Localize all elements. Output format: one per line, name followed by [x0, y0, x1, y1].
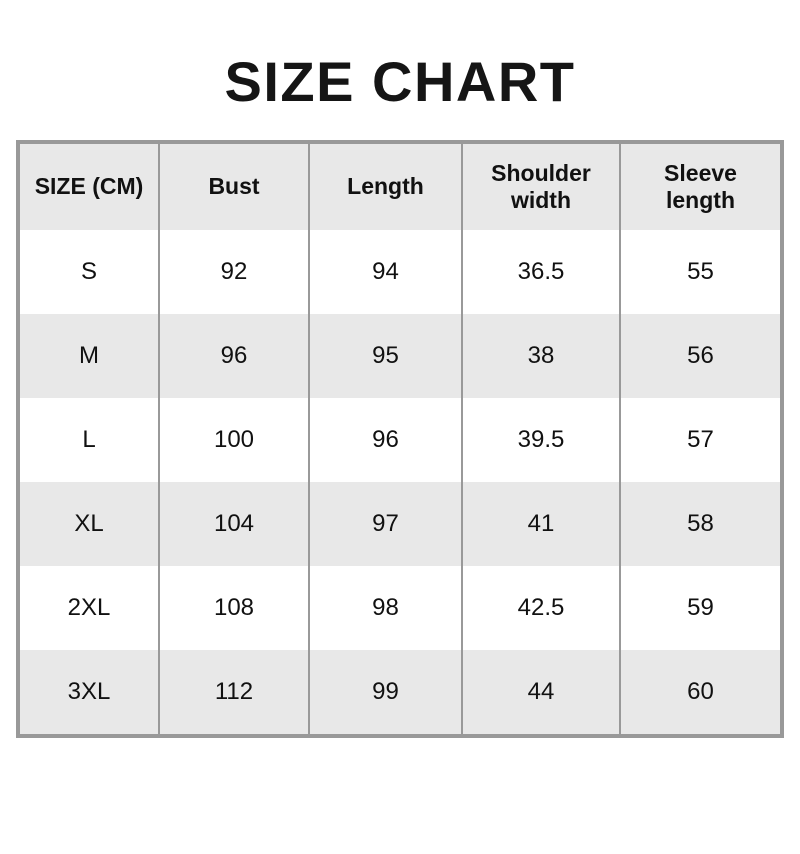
- bust-value: 92: [158, 230, 309, 314]
- table-row-xl: XL 104 97 41 58: [18, 482, 782, 566]
- header-bust: Bust: [158, 142, 309, 230]
- size-label: L: [82, 426, 96, 453]
- sleeve-length-value: 56: [619, 314, 782, 398]
- header-shoulder-width: Shoulder width: [461, 142, 620, 230]
- shoulder-width-value: 38: [461, 314, 620, 398]
- sleeve-length-value: 58: [619, 482, 782, 566]
- size-label: XL: [74, 510, 104, 537]
- shoulder-width-value: 41: [461, 482, 620, 566]
- header-shoulder-width-label: Shoulder width: [491, 159, 591, 213]
- sleeve-length-value: 57: [619, 398, 782, 482]
- sleeve-length-value: 60: [619, 650, 782, 736]
- shoulder-width-value: 36.5: [461, 230, 620, 314]
- shoulder-width-value: 39.5: [461, 398, 620, 482]
- bust-value: 96: [158, 314, 309, 398]
- table-row-2xl: 2XL 108 98 42.5 59: [18, 566, 782, 650]
- length-value: 95: [308, 314, 462, 398]
- table-row-s: S 92 94 36.5 55: [18, 230, 782, 314]
- bust-value: 108: [158, 566, 309, 650]
- length-value: 96: [308, 398, 462, 482]
- sleeve-length-value: 59: [619, 566, 782, 650]
- size-chart-table: SIZE (CM) Bust Length Shoulder width Sle…: [16, 140, 784, 738]
- bust-value: 112: [158, 650, 309, 736]
- length-value: 99: [308, 650, 462, 736]
- header-length: Length: [308, 142, 462, 230]
- sleeve-length-value: 55: [619, 230, 782, 314]
- shoulder-width-value: 44: [461, 650, 620, 736]
- table-row-m: M 96 95 38 56: [18, 314, 782, 398]
- header-sleeve-length-label: Sleeve length: [664, 159, 737, 213]
- bust-value: 104: [158, 482, 309, 566]
- bust-value: 100: [158, 398, 309, 482]
- length-value: 94: [308, 230, 462, 314]
- size-label: 2XL: [67, 594, 111, 621]
- shoulder-width-value: 42.5: [461, 566, 620, 650]
- size-label: 3XL: [67, 678, 111, 705]
- length-value: 98: [308, 566, 462, 650]
- header-size: SIZE (CM): [18, 142, 159, 230]
- page-title: SIZE CHART: [224, 50, 576, 113]
- size-label: M: [79, 342, 99, 369]
- table-row-3xl: 3XL 112 99 44 60: [18, 650, 782, 736]
- length-value: 97: [308, 482, 462, 566]
- header-row: SIZE (CM) Bust Length Shoulder width Sle…: [18, 142, 782, 230]
- table-row-l: L 100 96 39.5 57: [18, 398, 782, 482]
- size-label: S: [80, 258, 97, 285]
- header-sleeve-length: Sleeve length: [619, 142, 782, 230]
